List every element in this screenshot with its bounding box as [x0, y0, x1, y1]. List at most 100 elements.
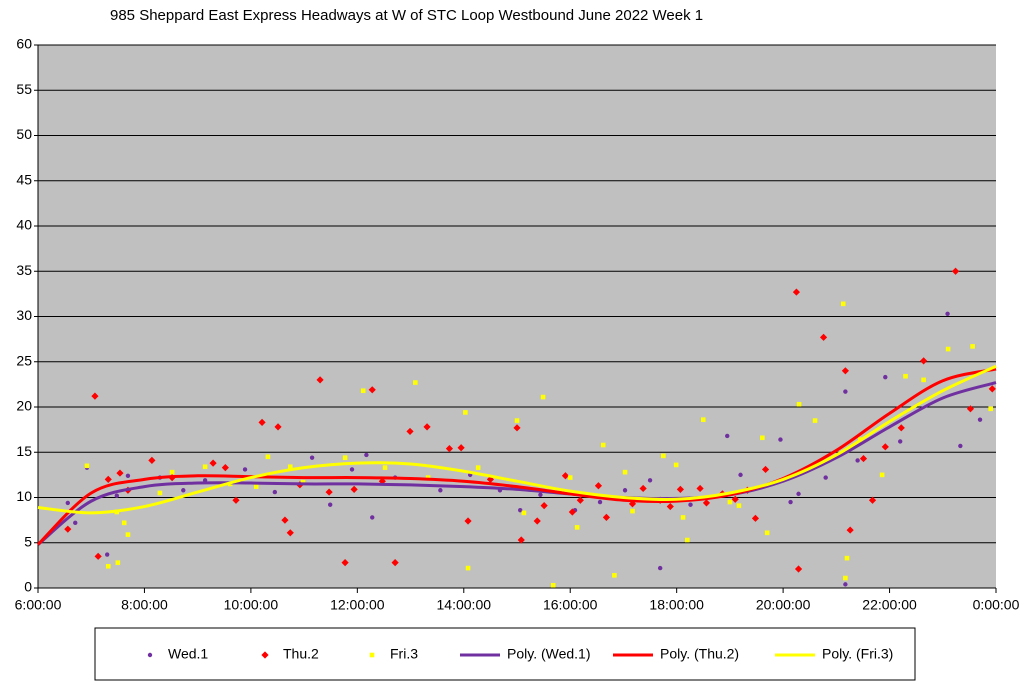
point — [702, 499, 711, 507]
y-tick-label: 5 — [24, 533, 32, 549]
y-tick-label: 25 — [16, 352, 32, 368]
point — [391, 559, 399, 567]
legend-label: Poly. (Fri.3) — [822, 646, 893, 662]
point — [898, 439, 903, 444]
point — [148, 456, 156, 464]
point — [272, 489, 278, 495]
point — [370, 515, 375, 520]
point — [859, 454, 868, 463]
point — [897, 424, 905, 432]
point — [125, 473, 131, 478]
point — [364, 452, 369, 458]
y-tick-label: 35 — [16, 262, 32, 278]
point — [300, 479, 306, 485]
point — [796, 491, 801, 497]
point — [486, 475, 494, 483]
point — [639, 484, 647, 493]
chart-title: 985 Sheppard East Express Headways at W … — [110, 7, 703, 24]
point — [382, 465, 388, 470]
point — [65, 500, 71, 506]
y-tick-label: 20 — [16, 398, 32, 414]
point — [538, 492, 543, 497]
y-tick-label: 50 — [16, 126, 32, 142]
point — [568, 508, 576, 516]
point — [169, 469, 175, 475]
point — [202, 464, 208, 470]
point — [920, 357, 928, 365]
point — [843, 575, 848, 581]
y-tick-label: 0 — [24, 579, 32, 595]
point — [475, 465, 481, 470]
point — [600, 442, 606, 448]
point — [181, 488, 186, 493]
point — [327, 502, 333, 507]
point — [921, 377, 926, 383]
point — [550, 582, 556, 588]
point — [647, 478, 653, 483]
point — [628, 500, 637, 508]
point — [819, 333, 828, 341]
point — [157, 490, 163, 496]
point — [121, 520, 127, 526]
point — [844, 555, 850, 561]
point — [104, 552, 110, 557]
point — [788, 499, 793, 505]
point — [760, 435, 765, 441]
legend-swatch — [369, 652, 375, 658]
point — [673, 462, 679, 468]
point — [685, 537, 690, 543]
point — [104, 475, 112, 483]
point — [945, 311, 950, 316]
legend-label: Wed.1 — [168, 646, 208, 662]
point — [114, 493, 119, 498]
point — [597, 499, 603, 505]
point — [242, 467, 248, 472]
point — [764, 530, 770, 536]
trend-line — [36, 367, 997, 546]
trend-line — [37, 381, 997, 546]
point — [731, 495, 739, 503]
point — [561, 472, 570, 480]
point — [221, 464, 229, 472]
point — [517, 536, 525, 544]
legend-swatch — [261, 651, 269, 659]
point — [630, 508, 635, 514]
point — [253, 484, 259, 489]
point — [567, 475, 573, 480]
point — [105, 563, 111, 569]
point — [309, 455, 315, 460]
point — [287, 464, 293, 470]
x-tick-label: 18:00:00 — [649, 597, 704, 613]
y-tick-label: 40 — [16, 217, 32, 233]
point — [958, 443, 963, 449]
point — [612, 573, 617, 578]
point — [666, 502, 674, 511]
point — [843, 389, 848, 394]
point — [209, 459, 217, 467]
point — [881, 443, 889, 451]
point — [855, 458, 860, 463]
point — [988, 406, 993, 412]
legend-label: Fri.3 — [390, 646, 418, 662]
point — [792, 288, 801, 296]
point — [676, 485, 684, 493]
point — [514, 418, 520, 423]
point — [368, 386, 376, 394]
y-tick-label: 45 — [16, 171, 32, 187]
point — [265, 454, 271, 460]
point — [341, 559, 349, 567]
point — [84, 463, 90, 469]
point — [794, 565, 803, 573]
point — [116, 469, 124, 477]
y-tick-label: 55 — [16, 81, 32, 97]
point — [533, 517, 541, 525]
point — [125, 532, 131, 537]
point — [540, 394, 546, 400]
point — [594, 482, 603, 490]
point — [350, 485, 358, 493]
point — [602, 513, 611, 522]
y-tick-label: 10 — [16, 488, 32, 504]
point — [966, 405, 975, 413]
point — [258, 418, 266, 426]
point — [540, 502, 548, 510]
